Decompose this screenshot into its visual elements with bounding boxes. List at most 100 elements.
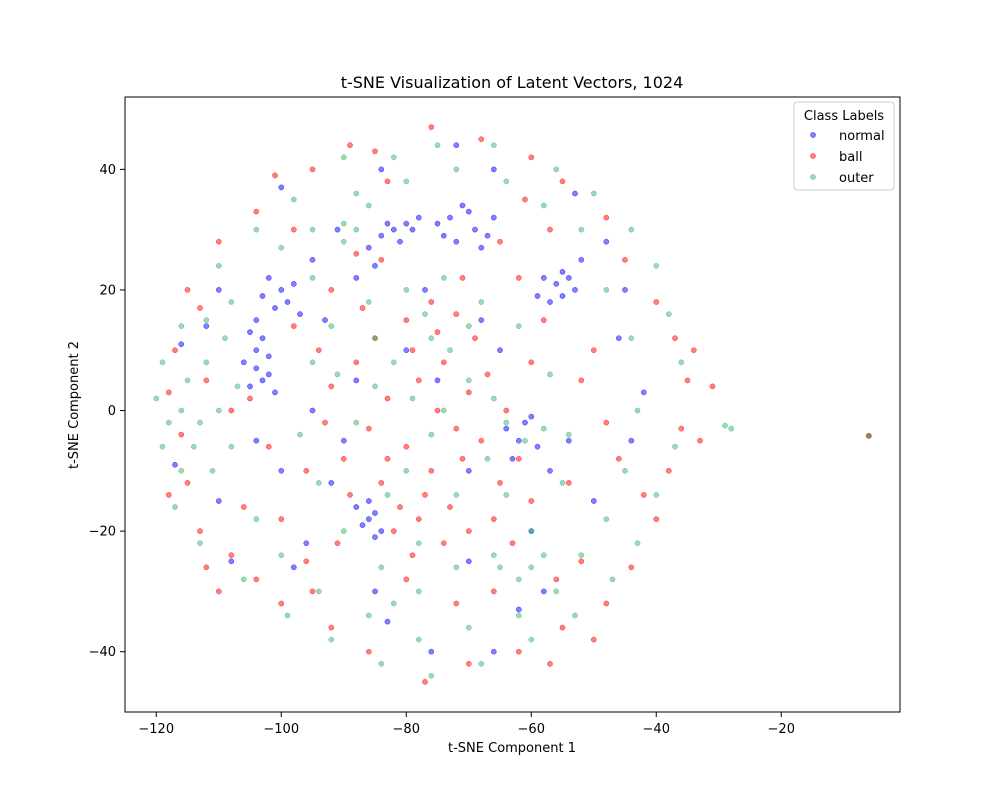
point-normal [340,437,347,444]
point-outer [559,480,566,486]
point-outer [190,443,197,450]
point-normal [547,467,553,474]
point-outer [315,480,322,486]
point-outer [540,202,547,209]
point-outer [228,443,235,450]
point-ball [478,136,485,143]
point-outer [340,220,347,227]
point-ball [347,492,353,498]
point-outer [290,196,297,203]
point-outer [634,540,641,547]
point-ball [540,317,547,323]
point-outer [328,323,335,329]
point-ball [253,576,260,583]
point-normal [434,377,441,384]
point-normal [353,377,360,384]
point-outer [434,142,441,149]
point-ball [590,636,597,643]
point-ball [403,576,410,583]
point-normal [253,347,260,354]
point-ball [515,648,522,655]
point-ball [428,124,435,130]
point-ball [603,419,610,426]
point-outer [403,287,410,293]
point-normal [572,190,578,197]
point-outer [372,383,378,390]
point-normal [372,262,378,269]
point-outer [328,636,335,643]
point-normal [559,269,566,275]
point-ball [328,287,335,293]
point-outer [340,238,347,245]
point-outer [203,317,210,323]
point-ball [228,407,235,414]
point-outer [653,492,660,498]
point-normal [453,142,460,149]
point-outer [453,166,460,173]
point-ball [440,540,447,547]
point-ball [553,576,560,583]
point-outer [578,226,585,233]
point-outer [590,190,597,197]
point-ball [247,395,253,402]
point-outer [253,516,260,522]
point-outer [403,178,410,185]
point-ball [215,238,222,245]
point-normal [322,317,328,323]
point-outer [403,467,410,474]
point-normal [465,558,472,565]
point-normal [553,281,560,287]
point-outer [353,190,360,197]
point-normal [365,516,372,522]
point-normal [253,365,260,372]
point-normal [172,461,178,468]
point-ball [428,299,435,305]
point-normal [265,371,272,378]
point-ball [278,516,285,522]
point-outer [572,612,578,619]
point-ball [365,425,372,432]
point-normal [640,389,647,396]
point-ball [215,588,222,595]
point-normal [390,226,397,233]
point-ball [453,600,460,607]
point-ball [397,504,403,510]
point-outer [603,516,610,522]
point-normal [440,232,447,239]
point-ball [565,480,572,486]
point-ball [203,564,210,571]
point-ball [384,455,391,462]
point-ball [253,208,260,215]
point-ball [515,275,522,281]
point-ball [547,660,553,667]
point-ball [309,588,316,595]
point-normal [272,305,278,311]
point-normal [278,287,285,293]
point-outer [497,564,503,571]
point-outer [515,612,522,619]
point-normal [515,437,522,444]
point-normal [178,341,185,348]
legend-marker-normal [810,132,816,138]
point-ball [478,437,485,444]
point-outer [415,636,422,643]
point-normal [497,347,503,354]
point-normal [434,220,441,227]
point-ball [415,516,422,522]
point-normal [384,618,391,625]
point-ball [347,142,353,149]
point-normal [309,256,316,263]
point-normal [365,244,372,251]
point-normal [247,329,253,335]
point-outer [540,425,547,432]
point-normal [259,377,266,384]
point-ball [459,455,466,462]
point-ball [384,178,391,185]
point-ball [165,492,172,498]
series-outer [153,142,735,679]
point-normal [278,467,285,474]
point-normal [378,528,385,534]
point-ball [590,347,597,354]
point-outer [653,262,660,269]
point-ball [528,154,535,161]
